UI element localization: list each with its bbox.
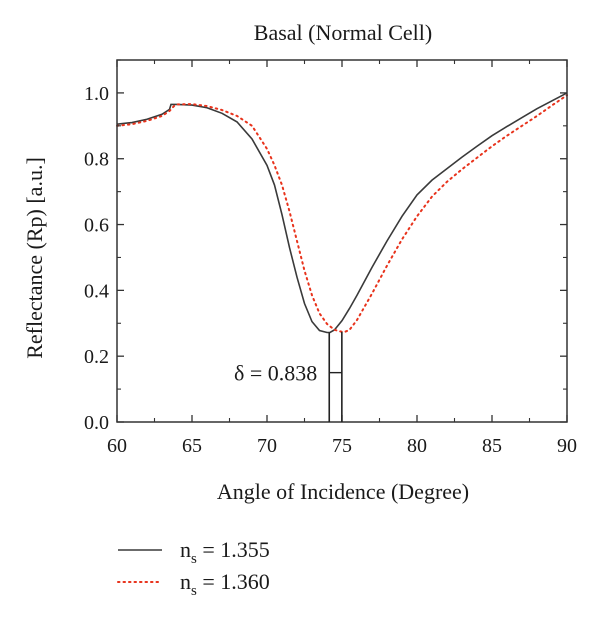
legend-label-main: n (180, 537, 191, 562)
legend-label-value: = 1.355 (197, 537, 270, 562)
y-tick-label: 1.0 (84, 83, 109, 105)
legend-label-sub: s (191, 583, 197, 599)
axis-ticks: 60 65 70 75 80 85 90 0.0 0.2 0.4 0.6 0.8 1.0 (84, 59, 577, 457)
x-tick-label: 75 (332, 435, 352, 457)
x-axis-title: Angle of Incidence (Degree) (217, 479, 469, 504)
x-tick-label: 80 (407, 435, 427, 457)
delta-annotation: δ = 0.838 (234, 331, 343, 422)
x-tick-label: 60 (107, 435, 127, 457)
x-tick-label: 90 (557, 435, 577, 457)
y-tick-label: 0.8 (84, 149, 109, 171)
legend-label-sub: s (191, 551, 197, 567)
plot-area (116, 92, 568, 334)
legend-label-main: n (180, 569, 191, 594)
series-line-2 (116, 94, 568, 333)
delta-label: δ = 0.838 (234, 361, 317, 386)
x-tick-label: 85 (482, 435, 502, 457)
y-axis-title: Reflectance (Rp) [a.u.] (22, 157, 47, 359)
chart-title: Basal (Normal Cell) (254, 20, 432, 45)
y-tick-label: 0.6 (84, 215, 109, 237)
y-tick-label: 0.2 (84, 346, 109, 368)
y-tick-label: 0.0 (84, 412, 109, 434)
legend-label-1: ns = 1.355 (180, 537, 270, 567)
x-tick-label: 70 (257, 435, 277, 457)
legend-label-2: ns = 1.360 (180, 569, 270, 599)
series-line-1 (116, 92, 568, 334)
y-tick-label: 0.4 (84, 280, 109, 302)
legend-label-value: = 1.360 (197, 569, 270, 594)
x-tick-label: 65 (182, 435, 202, 457)
